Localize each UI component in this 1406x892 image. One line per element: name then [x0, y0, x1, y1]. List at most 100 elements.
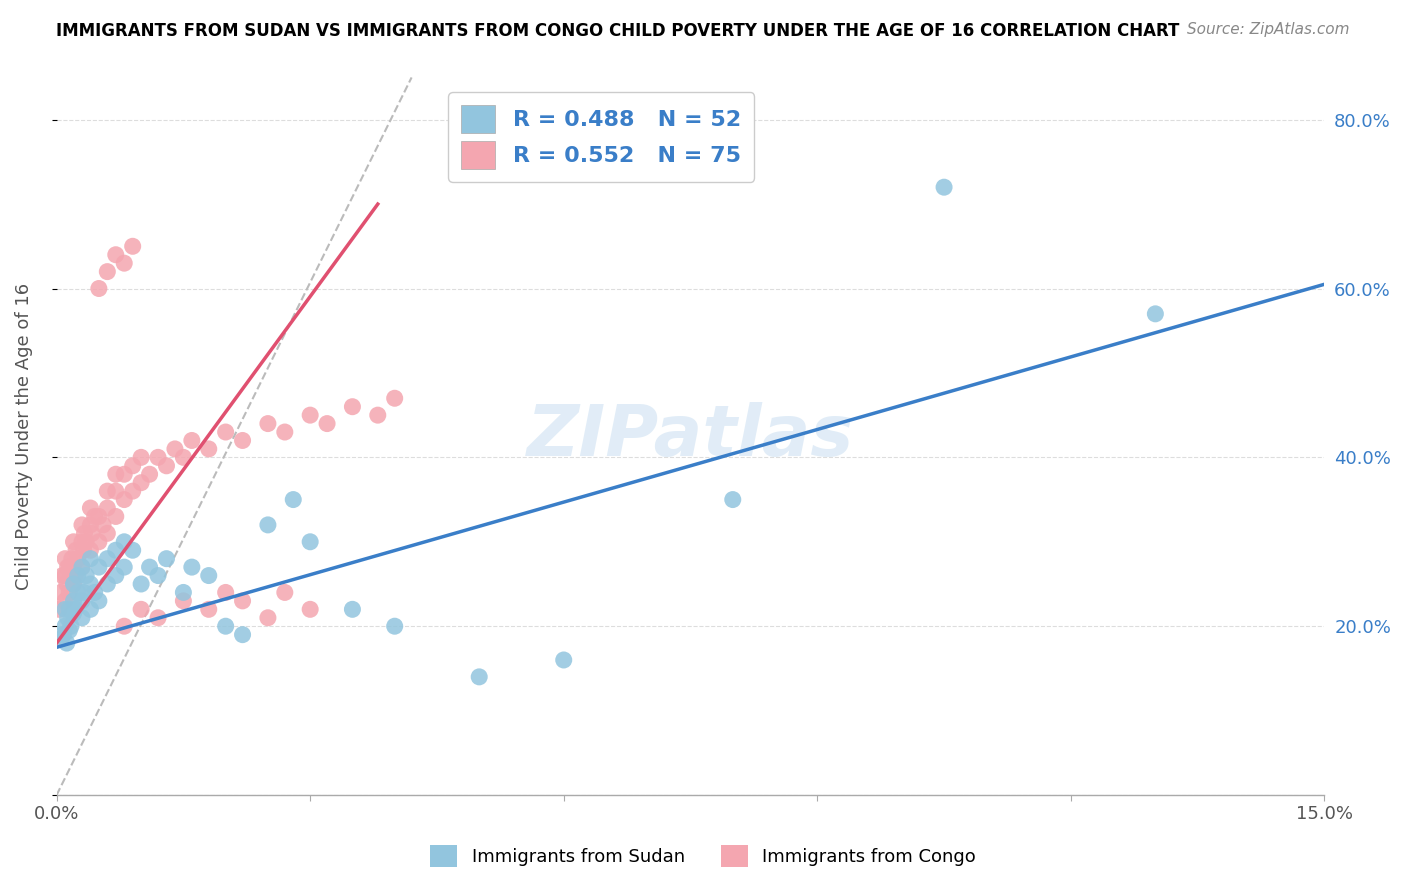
Point [75, 568, 97, 582]
Point [197, 442, 219, 456]
Point [104, 484, 127, 499]
Point [79, 577, 101, 591]
Point [112, 560, 135, 574]
Point [316, 417, 339, 431]
Point [138, 560, 160, 574]
Text: IMMIGRANTS FROM SUDAN VS IMMIGRANTS FROM CONGO CHILD POVERTY UNDER THE AGE OF 16: IMMIGRANTS FROM SUDAN VS IMMIGRANTS FROM… [56, 22, 1180, 40]
Point [146, 568, 169, 582]
Point [79, 501, 101, 516]
Point [58, 585, 80, 599]
Point [70, 560, 93, 574]
Point [73, 526, 96, 541]
Point [87, 281, 110, 295]
Point [66, 551, 89, 566]
Point [62, 594, 84, 608]
Point [121, 543, 143, 558]
Point [51, 568, 73, 582]
Point [70, 560, 93, 574]
Point [96, 577, 118, 591]
Point [96, 484, 118, 499]
Point [91, 517, 114, 532]
Point [70, 611, 93, 625]
Point [83, 585, 105, 599]
Point [96, 265, 118, 279]
Point [79, 543, 101, 558]
Point [163, 442, 186, 456]
Point [83, 509, 105, 524]
Text: Source: ZipAtlas.com: Source: ZipAtlas.com [1187, 22, 1350, 37]
Point [56, 611, 79, 625]
Point [232, 434, 254, 448]
Point [49, 632, 72, 646]
Point [553, 653, 575, 667]
Point [73, 585, 96, 599]
Point [58, 624, 80, 638]
Point [104, 467, 127, 482]
Point [112, 467, 135, 482]
Point [53, 602, 76, 616]
Point [129, 475, 152, 490]
Point [52, 627, 75, 641]
Point [53, 619, 76, 633]
Point [172, 585, 194, 599]
Point [62, 560, 84, 574]
Legend: Immigrants from Sudan, Immigrants from Congo: Immigrants from Sudan, Immigrants from C… [423, 838, 983, 874]
Point [62, 607, 84, 621]
Point [299, 602, 322, 616]
Point [468, 670, 491, 684]
Point [79, 551, 101, 566]
Point [129, 577, 152, 591]
Point [232, 594, 254, 608]
Point [55, 577, 77, 591]
Point [283, 492, 305, 507]
Point [104, 509, 127, 524]
Point [214, 425, 236, 439]
Point [257, 611, 280, 625]
Point [112, 492, 135, 507]
Point [121, 458, 143, 473]
Point [112, 256, 135, 270]
Point [63, 602, 86, 616]
Point [96, 526, 118, 541]
Point [104, 248, 127, 262]
Point [197, 602, 219, 616]
Point [73, 543, 96, 558]
Point [274, 585, 297, 599]
Point [721, 492, 744, 507]
Point [932, 180, 955, 194]
Point [232, 627, 254, 641]
Point [172, 450, 194, 465]
Point [79, 602, 101, 616]
Point [70, 517, 93, 532]
Point [274, 425, 297, 439]
Point [342, 400, 364, 414]
Point [172, 594, 194, 608]
Point [58, 602, 80, 616]
Point [62, 577, 84, 591]
Point [59, 568, 82, 582]
Point [62, 577, 84, 591]
Point [58, 560, 80, 574]
Point [1144, 307, 1167, 321]
Point [257, 517, 280, 532]
Point [70, 534, 93, 549]
Point [299, 534, 322, 549]
Point [180, 434, 202, 448]
Point [384, 391, 406, 405]
Point [299, 408, 322, 422]
Point [104, 568, 127, 582]
Point [65, 543, 87, 558]
Point [49, 585, 72, 599]
Point [155, 551, 177, 566]
Point [87, 594, 110, 608]
Point [257, 417, 280, 431]
Point [55, 636, 77, 650]
Point [66, 568, 89, 582]
Point [96, 501, 118, 516]
Text: ZIPatlas: ZIPatlas [527, 401, 855, 471]
Point [53, 594, 76, 608]
Point [180, 560, 202, 574]
Point [75, 534, 97, 549]
Point [87, 560, 110, 574]
Point [146, 611, 169, 625]
